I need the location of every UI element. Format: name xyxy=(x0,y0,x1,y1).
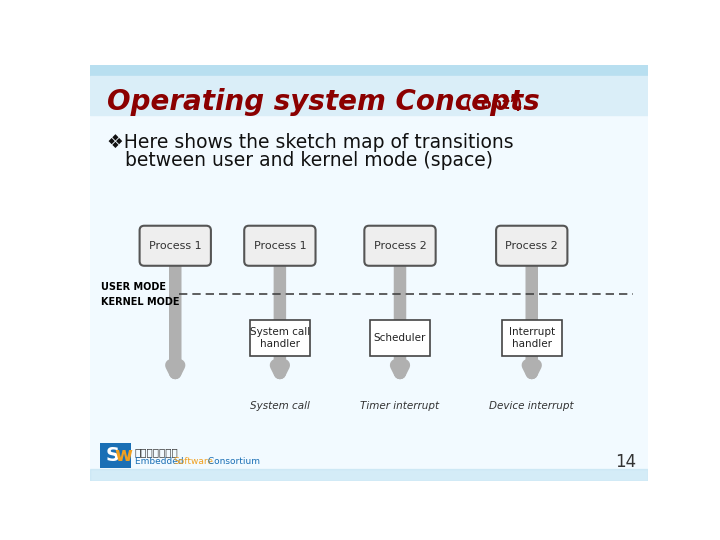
Text: Timer interrupt: Timer interrupt xyxy=(361,401,440,411)
FancyBboxPatch shape xyxy=(250,320,310,356)
Text: System call
handler: System call handler xyxy=(250,327,310,349)
Text: 14: 14 xyxy=(616,453,636,470)
FancyBboxPatch shape xyxy=(140,226,211,266)
FancyBboxPatch shape xyxy=(244,226,315,266)
Text: Interrupt
handler: Interrupt handler xyxy=(509,327,555,349)
Text: Device interrupt: Device interrupt xyxy=(490,401,574,411)
Text: ❖Here shows the sketch map of transitions: ❖Here shows the sketch map of transition… xyxy=(107,132,513,152)
Text: Software: Software xyxy=(173,457,213,465)
Bar xyxy=(90,469,648,481)
Text: 嵌入式軟體聯盟: 嵌入式軟體聯盟 xyxy=(135,448,179,457)
FancyBboxPatch shape xyxy=(370,320,431,356)
Text: Process 2: Process 2 xyxy=(505,241,558,251)
Text: between user and kernel mode (space): between user and kernel mode (space) xyxy=(107,151,493,170)
Text: Scheduler: Scheduler xyxy=(374,333,426,343)
Text: Process 1: Process 1 xyxy=(253,241,306,251)
FancyBboxPatch shape xyxy=(496,226,567,266)
FancyBboxPatch shape xyxy=(364,226,436,266)
Text: (cont’): (cont’) xyxy=(461,97,523,112)
Text: USER MODE: USER MODE xyxy=(101,282,166,292)
Text: KERNEL MODE: KERNEL MODE xyxy=(101,296,179,307)
Bar xyxy=(90,65,648,76)
FancyBboxPatch shape xyxy=(100,443,131,468)
Text: Process 2: Process 2 xyxy=(374,241,426,251)
Text: Consortium: Consortium xyxy=(204,457,260,465)
Text: w: w xyxy=(114,446,132,465)
Bar xyxy=(90,76,648,115)
Text: System call: System call xyxy=(250,401,310,411)
Text: Embedded: Embedded xyxy=(135,457,186,465)
Text: S: S xyxy=(106,446,120,465)
Text: Operating system Concepts: Operating system Concepts xyxy=(107,88,540,116)
FancyBboxPatch shape xyxy=(502,320,562,356)
Text: Process 1: Process 1 xyxy=(149,241,202,251)
